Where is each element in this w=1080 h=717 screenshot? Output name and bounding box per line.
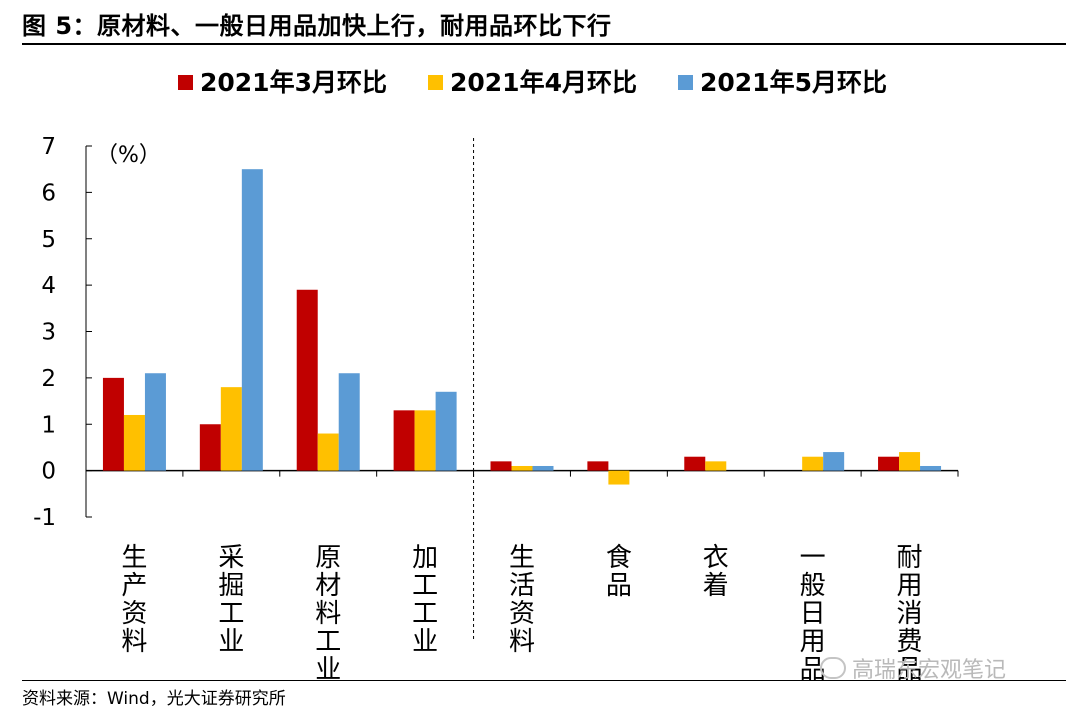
- wechat-icon: [820, 657, 846, 679]
- y-tick-label: 4: [41, 273, 56, 299]
- y-tick-label: 0: [41, 459, 56, 485]
- x-category-label: 加: [412, 543, 438, 573]
- x-category-label-char: 材: [315, 571, 341, 601]
- bar-3-series-3: [338, 373, 360, 471]
- x-category-label-char: 料: [315, 599, 341, 629]
- x-category-label-char: 料: [509, 627, 535, 657]
- x-category-label: 耐: [897, 543, 923, 573]
- x-category-label: 食: [606, 543, 632, 573]
- watermark: 高瑞东宏观笔记: [820, 652, 1006, 684]
- y-tick-label: 5: [41, 227, 56, 253]
- x-category-label: 采: [218, 543, 244, 573]
- x-category-label-char: 消: [897, 599, 923, 629]
- bar-4-series-2: [414, 410, 436, 471]
- legend-swatch-2: [428, 75, 443, 90]
- watermark-text: 高瑞东宏观笔记: [852, 658, 1007, 683]
- bar-5-series-1: [490, 461, 512, 471]
- x-category-label-char: 资: [121, 599, 147, 629]
- x-category-label-char: 工: [412, 599, 438, 629]
- y-tick-label: 6: [41, 180, 56, 206]
- footer-divider: [22, 680, 1066, 681]
- bar-2-series-2: [220, 387, 242, 471]
- x-category-label-char: 工: [218, 599, 244, 629]
- bar-1-series-2: [123, 414, 145, 471]
- legend-label-3: 2021年5月环比: [700, 68, 887, 97]
- x-category-label-char: 资: [509, 599, 535, 629]
- bar-6-series-1: [587, 461, 609, 471]
- y-tick-label: 7: [41, 134, 56, 160]
- bar-9-series-3: [920, 465, 942, 471]
- bar-1-series-1: [102, 377, 124, 471]
- legend-label-2: 2021年4月环比: [450, 68, 637, 97]
- x-category-label: 原: [315, 543, 341, 573]
- y-tick-label: -1: [33, 505, 56, 531]
- title-divider: [22, 43, 1066, 45]
- y-tick-label: 2: [41, 366, 56, 392]
- bar-7-series-2: [705, 461, 727, 471]
- x-category-label-char: 般: [800, 571, 826, 601]
- x-category-label-char: 料: [121, 627, 147, 657]
- source-note: 资料来源：Wind，光大证券研究所: [22, 689, 286, 709]
- x-category-label-char: 产: [121, 571, 147, 601]
- x-category-label: 生: [509, 543, 535, 573]
- bar-7-series-1: [684, 456, 706, 471]
- y-tick-label: 1: [41, 412, 56, 438]
- x-category-label-char: 工: [412, 571, 438, 601]
- x-category-label: 衣: [703, 543, 729, 573]
- x-category-label-char: 用: [800, 627, 826, 657]
- x-category-label-char: 业: [218, 627, 244, 657]
- bar-5-series-3: [532, 465, 554, 471]
- x-category-label: 生: [121, 543, 147, 573]
- bar-9-series-2: [899, 452, 921, 471]
- x-category-label-char: 用: [897, 571, 923, 601]
- bar-1-series-3: [144, 373, 166, 471]
- x-category-label-char: 工: [315, 627, 341, 657]
- y-unit-label: （%）: [96, 143, 161, 168]
- bar-8-series-3: [823, 452, 845, 471]
- x-category-label-char: 着: [703, 571, 729, 601]
- legend-swatch-3: [678, 75, 693, 90]
- bar-4-series-1: [393, 410, 415, 471]
- y-tick-label: 3: [41, 320, 56, 346]
- bar-3-series-2: [317, 433, 339, 471]
- x-category-label-char: 掘: [218, 571, 244, 601]
- x-category-label-char: 日: [800, 599, 826, 629]
- bar-6-series-2: [608, 470, 630, 485]
- bar-2-series-3: [241, 169, 263, 471]
- bar-4-series-3: [435, 391, 457, 471]
- legend-label-1: 2021年3月环比: [200, 68, 387, 97]
- legend-swatch-1: [178, 75, 193, 90]
- bar-2-series-1: [199, 424, 221, 471]
- x-category-label-char: 品: [606, 571, 632, 601]
- chart-title: 图 5：原材料、一般日用品加快上行，耐用品环比下行: [22, 12, 612, 40]
- bar-9-series-1: [878, 456, 900, 471]
- bar-8-series-2: [802, 456, 824, 471]
- x-category-label: 一: [800, 543, 826, 573]
- bar-3-series-1: [296, 289, 318, 471]
- x-category-label-char: 费: [897, 627, 923, 657]
- x-category-label-char: 活: [509, 571, 535, 601]
- bar-5-series-2: [511, 465, 533, 471]
- x-category-label-char: 业: [412, 627, 438, 657]
